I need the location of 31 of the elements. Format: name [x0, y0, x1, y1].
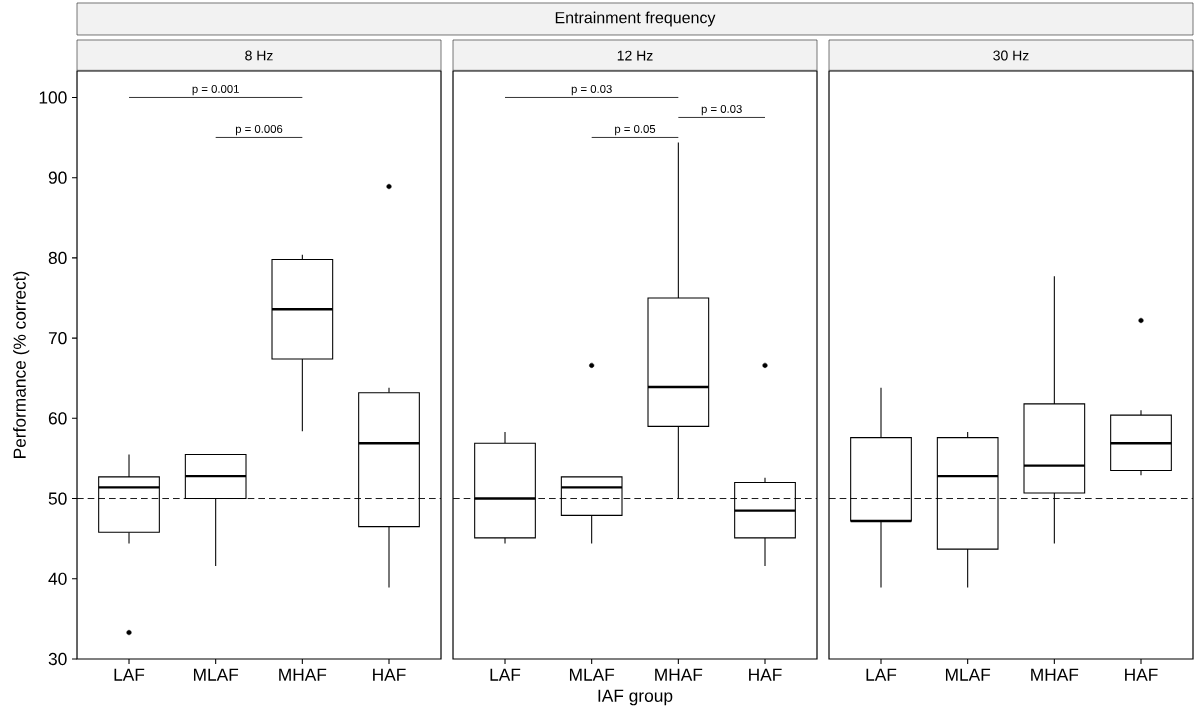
chart-title: 12 Hz — [617, 50, 653, 61]
x-tick-label: MLAF — [945, 668, 991, 681]
annotation: p = 0.05 — [615, 124, 656, 136]
x-tick-label: HAF — [1125, 668, 1158, 681]
y-tick-label: 80 — [48, 251, 67, 265]
x-tick-label: MHAF — [655, 668, 703, 681]
y-tick-label: 100 — [39, 91, 67, 104]
y-axis-title: Performance (% correct) — [13, 271, 30, 458]
y-tick-label: 90 — [48, 171, 67, 184]
x-tick-label: MLAF — [569, 668, 615, 681]
x-tick-label: MHAF — [1031, 668, 1079, 681]
x-tick-label: LAF — [490, 668, 521, 681]
y-tick-label: 50 — [48, 492, 67, 505]
x-tick-label: MHAF — [279, 668, 327, 681]
x-tick-label: HAF — [373, 668, 406, 681]
x-tick-label: HAF — [749, 668, 782, 681]
chart-title: 30 Hz — [993, 50, 1029, 61]
annotation: p = 0.006 — [235, 124, 283, 136]
y-tick-label: 40 — [48, 572, 67, 585]
y-tick-label: 60 — [48, 412, 67, 425]
y-tick-label: 70 — [48, 331, 67, 345]
x-tick-label: MLAF — [193, 668, 239, 681]
annotation: p = 0.03 — [701, 104, 742, 116]
annotation: p = 0.03 — [571, 84, 612, 96]
chart-subtitle: Entrainment frequency — [555, 11, 716, 27]
x-tick-label: LAF — [114, 668, 145, 681]
x-tick-label: LAF — [866, 668, 897, 681]
annotation: p = 0.001 — [192, 84, 239, 96]
x-axis-title: IAF group — [598, 689, 673, 706]
y-tick-label: 30 — [48, 652, 67, 666]
chart-title: 8 Hz — [245, 50, 273, 61]
